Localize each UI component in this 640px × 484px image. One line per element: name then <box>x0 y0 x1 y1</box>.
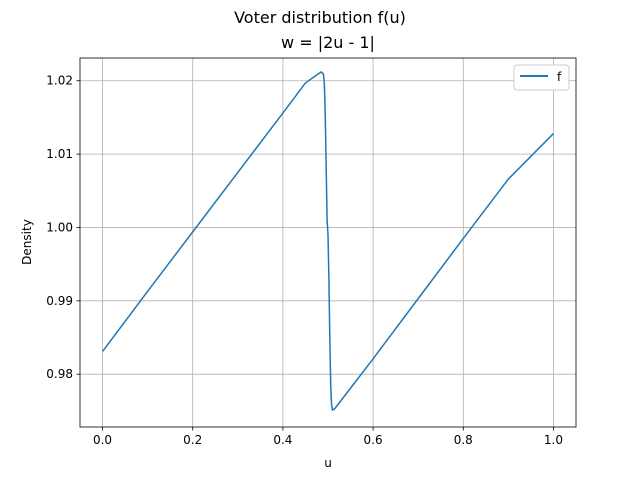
chart-subtitle: w = |2u - 1| <box>281 33 375 52</box>
x-tick-label: 0.4 <box>273 433 292 447</box>
x-tick-label: 1.0 <box>544 433 563 447</box>
x-tick-label: 0.8 <box>454 433 473 447</box>
y-tick-label: 0.99 <box>46 294 73 308</box>
y-tick-label: 1.01 <box>46 147 73 161</box>
y-tick-label: 1.00 <box>46 220 73 234</box>
x-axis-ticks: 0.0 0.2 0.4 0.6 0.8 1.0 <box>93 427 563 447</box>
plot-frame <box>79 57 577 428</box>
legend-label: f <box>557 70 562 84</box>
y-tick-label: 0.98 <box>46 367 73 381</box>
legend: f <box>513 64 570 91</box>
x-tick-label: 0.6 <box>364 433 383 447</box>
legend-box <box>513 64 570 91</box>
series-layer <box>101 71 554 411</box>
chart-title: Voter distribution f(u) <box>234 8 406 27</box>
x-tick-label: 0.0 <box>93 433 112 447</box>
series-line-f <box>101 71 554 411</box>
y-tick-label: 1.02 <box>46 74 73 88</box>
grid <box>80 58 576 427</box>
x-tick-label: 0.2 <box>183 433 202 447</box>
y-axis-ticks: 0.98 0.99 1.00 1.01 1.02 <box>46 74 80 381</box>
y-axis-label: Density <box>20 219 34 265</box>
x-axis-label: u <box>324 456 332 470</box>
